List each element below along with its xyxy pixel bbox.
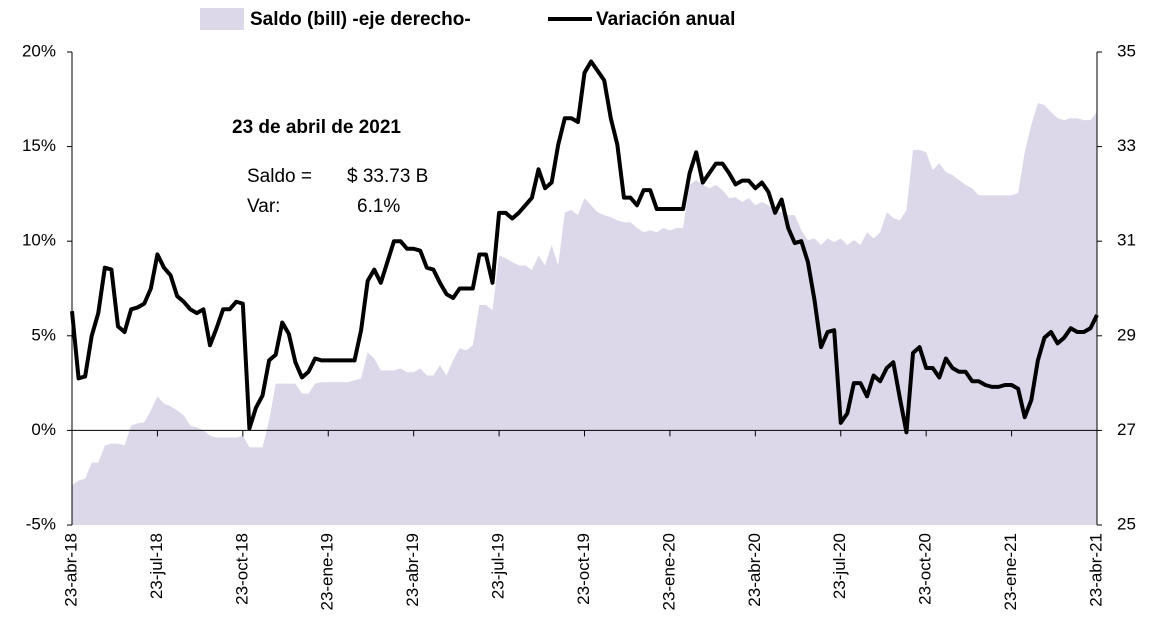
y-tick-label: 20% bbox=[22, 41, 56, 60]
x-tick-label: 23-jul-20 bbox=[830, 533, 849, 599]
x-tick-label: 23-ene-21 bbox=[1001, 533, 1020, 611]
legend-label: Variación anual bbox=[596, 9, 735, 30]
y-tick-label: 15% bbox=[22, 136, 56, 155]
x-tick-label: 23-abr-21 bbox=[1086, 533, 1105, 607]
x-tick-label: 23-ene-20 bbox=[659, 533, 678, 611]
annotation-title: 23 de abril de 2021 bbox=[232, 117, 401, 138]
y-tick-label: 10% bbox=[22, 231, 56, 250]
y2-tick-label: 35 bbox=[1117, 41, 1136, 60]
x-tick-label: 23-oct-20 bbox=[916, 533, 935, 605]
line bbox=[70, 59, 1099, 435]
area bbox=[72, 103, 1097, 526]
y-tick-label: 0% bbox=[31, 420, 56, 439]
y2-tick-label: 31 bbox=[1117, 231, 1136, 250]
y2-tick-label: 29 bbox=[1117, 325, 1136, 344]
y2-tick-label: 33 bbox=[1117, 136, 1136, 155]
y2-tick-label: 27 bbox=[1117, 420, 1136, 439]
annotation-text: Var: bbox=[247, 196, 280, 217]
x-tick-label: 23-jul-18 bbox=[147, 533, 166, 599]
y2-tick-label: 25 bbox=[1117, 514, 1136, 533]
x-tick-label: 23-oct-18 bbox=[232, 533, 251, 605]
x-tick-label: 23-ene-19 bbox=[318, 533, 337, 611]
x-tick-label: 23-oct-19 bbox=[574, 533, 593, 605]
legend-label: Saldo (bill) -eje derecho- bbox=[250, 9, 471, 30]
annotation-text: 6.1% bbox=[357, 196, 400, 217]
legend-swatch-area bbox=[200, 8, 244, 30]
x-tick-label: 23-abr-18 bbox=[61, 533, 80, 607]
plot-area bbox=[67, 51, 1102, 526]
y-tick-label: -5% bbox=[26, 514, 56, 533]
y-tick-label: 5% bbox=[31, 325, 56, 344]
annotation-text: $ 33.73 B bbox=[347, 166, 428, 187]
annotation-text: Saldo = bbox=[247, 166, 312, 187]
x-tick-label: 23-abr-19 bbox=[403, 533, 422, 607]
x-tick-label: 23-jul-19 bbox=[489, 533, 508, 599]
x-tick-label: 23-abr-20 bbox=[745, 533, 764, 607]
